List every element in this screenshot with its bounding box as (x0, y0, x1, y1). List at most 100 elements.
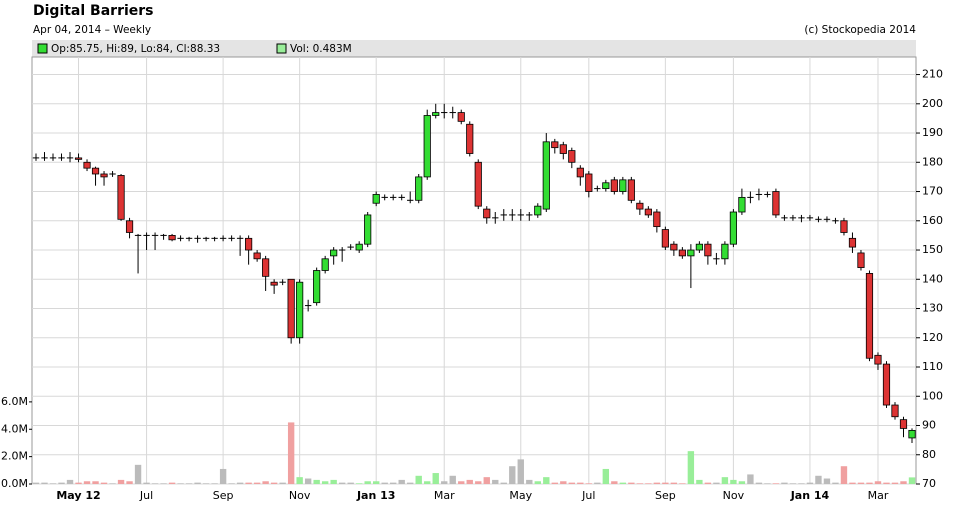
y-tick-label: 150 (922, 243, 943, 256)
volume-bar (270, 482, 278, 484)
volume-bar (253, 482, 261, 484)
legend-text: Vol: 0.483M (290, 43, 352, 55)
volume-bar (381, 482, 388, 484)
volume-bar (194, 482, 201, 484)
volume-bar (738, 481, 746, 484)
candle-body (432, 112, 440, 116)
x-tick-label: Sep (655, 489, 676, 502)
volume-bar (92, 481, 99, 484)
volume-bar (364, 481, 371, 484)
volume-bar (219, 468, 227, 484)
plot-area (31, 56, 917, 485)
candle-body (355, 243, 363, 251)
candle-body (364, 214, 372, 245)
legend-text: Op:85.75, Hi:89, Lo:84, Cl:88.33 (51, 43, 220, 55)
volume-bar (687, 451, 695, 484)
volume-bar (143, 482, 150, 484)
volume-bar (764, 483, 771, 484)
volume-bar (373, 481, 380, 484)
x-tick-label: Jul (139, 489, 153, 502)
candle-body (568, 150, 576, 163)
volume-bar (109, 483, 116, 484)
candle-body (891, 404, 899, 418)
volume-bar (185, 483, 193, 484)
volume-bar (670, 482, 678, 484)
volume-bar (236, 482, 244, 484)
volume-bar (611, 481, 618, 484)
x-tick-label: May (509, 489, 532, 502)
volume-bar (160, 483, 167, 484)
candle-body (466, 123, 474, 154)
volume-bar (747, 474, 754, 484)
candle-body (457, 112, 465, 122)
volume-bar (211, 483, 218, 484)
candle-body (678, 249, 686, 257)
candle-body (245, 237, 253, 251)
volume-bar (483, 477, 490, 484)
y-tick-label: 110 (922, 360, 943, 373)
candle-body (534, 205, 542, 216)
volume-bar (262, 481, 269, 484)
volume-bar (432, 473, 439, 484)
volume-bar (49, 483, 57, 484)
volume-bar (908, 477, 916, 484)
volume-bar (177, 483, 184, 484)
volume-bar (407, 482, 414, 484)
volume-bar (619, 482, 627, 484)
candle-body (168, 235, 176, 241)
volume-bar (636, 483, 644, 484)
volume-bar (245, 482, 252, 484)
volume-bar (475, 481, 482, 484)
y-tick-label: 210 (922, 68, 943, 81)
candle-body (908, 429, 916, 439)
volume-bar (806, 482, 814, 484)
volume-bar (789, 483, 797, 484)
volume-bar (577, 482, 584, 484)
y-tick-label: 70 (922, 477, 936, 490)
volume-bar (628, 482, 635, 484)
volume-bar (415, 475, 422, 484)
volume-bar (594, 482, 601, 484)
candle-body (542, 141, 550, 210)
x-tick-label: Nov (289, 489, 311, 502)
candle-body (576, 167, 584, 178)
candle-body (74, 157, 83, 160)
volume-bar (347, 482, 354, 484)
volume-bar (662, 482, 669, 484)
y2-tick-label: 2.0M (1, 450, 28, 463)
volume-bar (526, 479, 533, 484)
subtitle: Apr 04, 2014 – Weekly (33, 24, 151, 36)
volume-bar (32, 482, 40, 484)
candle-body (83, 161, 91, 169)
volume-bar (126, 481, 133, 484)
y-tick-label: 160 (922, 214, 943, 227)
volume-bar (151, 483, 159, 484)
candle-body (636, 202, 644, 210)
volume-bar (330, 479, 337, 484)
volume-bar (509, 466, 516, 484)
candle-body (100, 173, 108, 178)
volume-bar (857, 482, 865, 484)
volume-bar (815, 475, 822, 484)
candle-body (372, 194, 380, 204)
volume-bar (41, 482, 48, 484)
candle-body (117, 175, 125, 220)
candle-body (91, 167, 100, 175)
volume-bar (560, 481, 567, 484)
y-tick-label: 140 (922, 272, 943, 285)
volume-bar (866, 482, 873, 484)
volume-bar (492, 479, 499, 484)
volume-bar (355, 483, 363, 484)
volume-bar (874, 481, 882, 484)
candle-body (772, 191, 780, 216)
candle-body (423, 115, 431, 178)
y2-tick-label: 0.0M (1, 477, 28, 490)
volume-bar (313, 479, 320, 484)
y-tick-label: 130 (922, 302, 943, 315)
candle-body (474, 161, 482, 207)
x-tick-label: Nov (723, 489, 745, 502)
candle-body (653, 211, 661, 228)
y-tick-label: 170 (922, 185, 943, 198)
candle-body (865, 273, 874, 359)
